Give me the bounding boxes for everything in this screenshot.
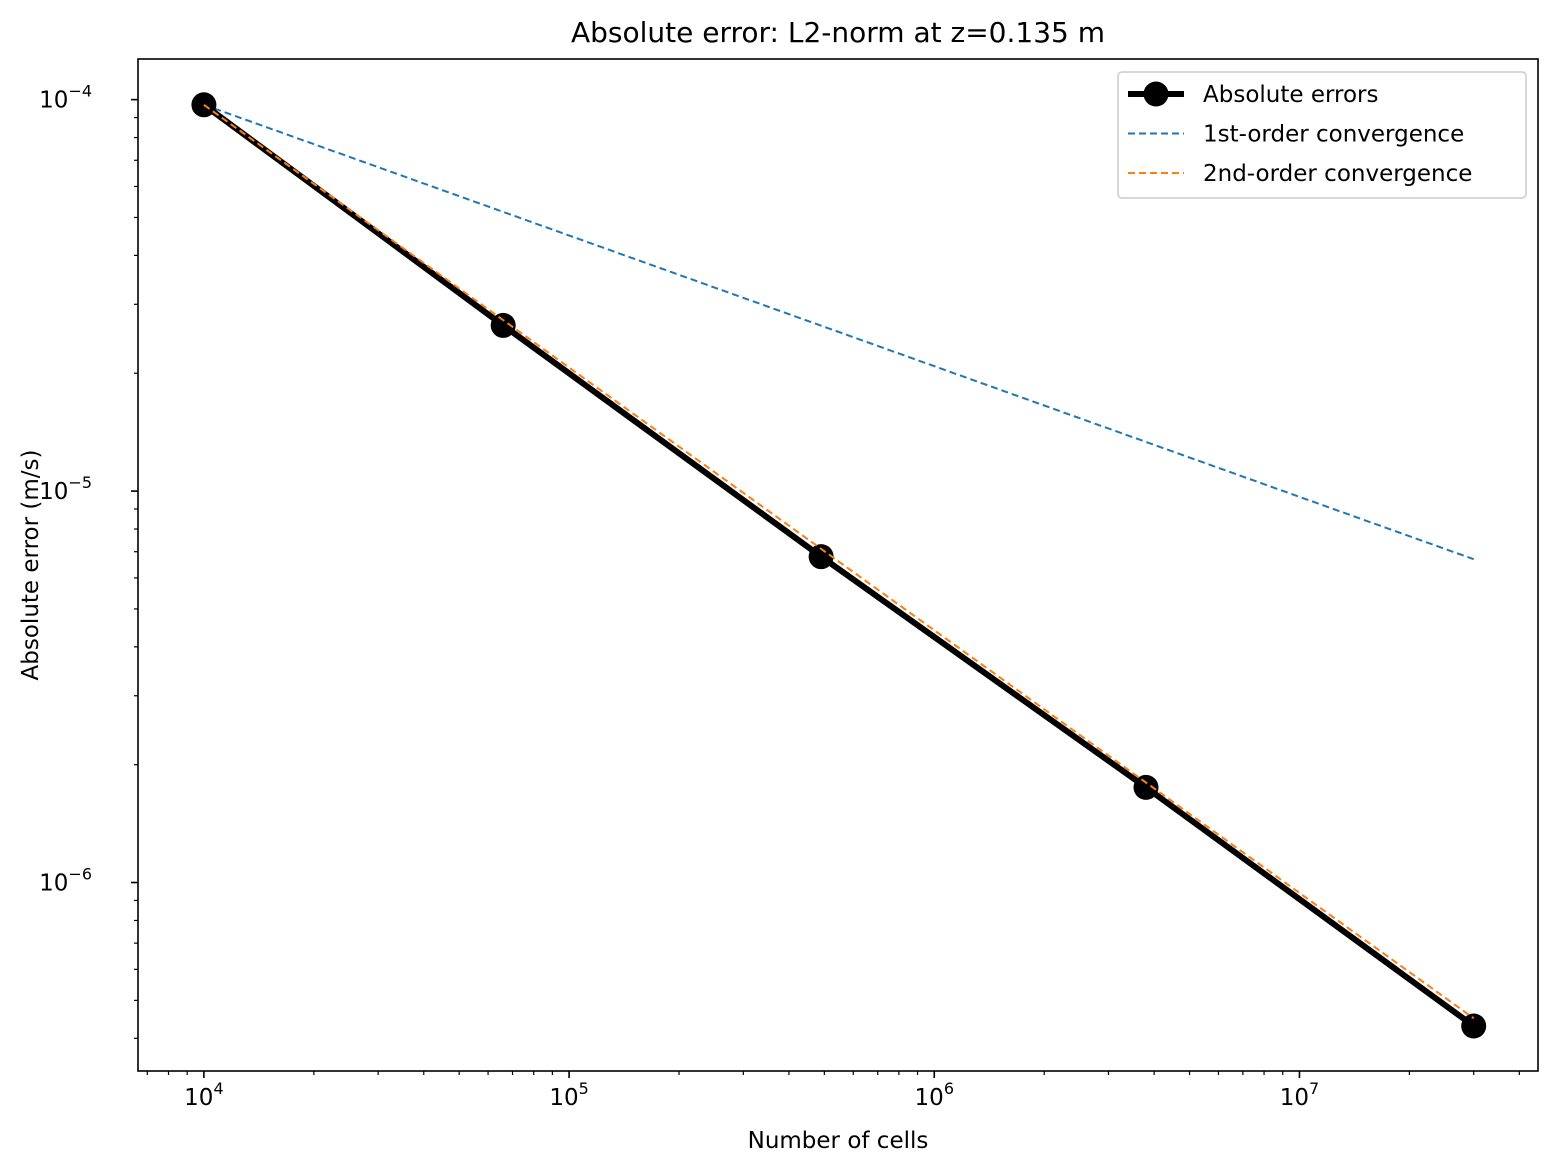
y-tick-label: 10−5 [39, 473, 92, 505]
legend-label: Absolute errors [1203, 82, 1379, 108]
series-line-2 [203, 103, 1475, 561]
legend-label: 2nd-order convergence [1203, 161, 1472, 187]
data-point [808, 544, 834, 570]
data-point [1461, 1013, 1487, 1039]
y-tick-label: 10−6 [39, 865, 92, 897]
series-line-3 [203, 103, 1475, 1020]
data-point [1133, 774, 1159, 800]
chart-title: Absolute error: L2-norm at z=0.135 m [571, 16, 1105, 49]
y-axis-label: Absolute error (m/s) [18, 450, 44, 681]
x-tick-label: 106 [915, 1079, 954, 1111]
legend-label: 1st-order convergence [1203, 122, 1464, 148]
x-tick-label: 104 [184, 1079, 223, 1111]
series-group [191, 92, 1487, 1039]
legend-marker [1143, 81, 1169, 107]
axes-frame [137, 58, 1539, 1072]
axis-ticks: 104 105 106 107 10−4 10−5 10−6 [39, 82, 1520, 1111]
x-axis-label: Number of cells [748, 1128, 929, 1154]
data-point [490, 312, 516, 338]
legend-box [1117, 71, 1527, 199]
x-tick-label: 105 [549, 1079, 588, 1111]
legend: Absolute errors 1st-order convergence 2nd-… [1117, 71, 1527, 199]
x-tick-label: 107 [1280, 1079, 1319, 1111]
y-tick-label: 10−4 [39, 82, 92, 114]
